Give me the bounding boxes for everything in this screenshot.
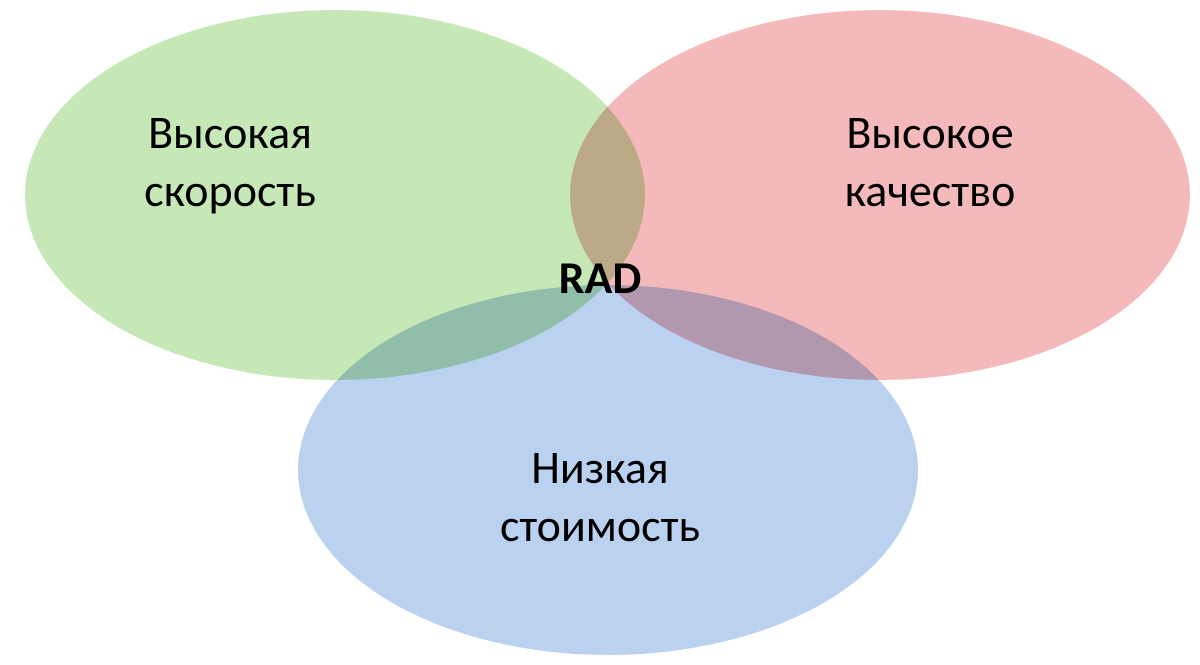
label-top-right: Высокое качество [730, 105, 1130, 220]
venn-diagram: Высокая скорость Высокое качество Низкая… [0, 0, 1200, 665]
label-bottom: Низкая стоимость [400, 440, 800, 555]
label-top-left: Высокая скорость [30, 105, 430, 220]
center-label: RAD [500, 250, 700, 306]
